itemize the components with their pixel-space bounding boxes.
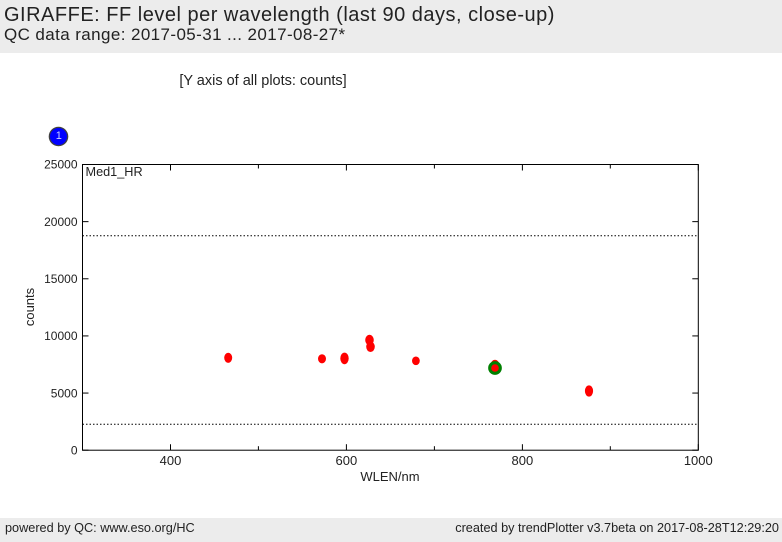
svg-text:WLEN/nm: WLEN/nm [360, 469, 419, 484]
svg-text:0: 0 [71, 444, 78, 458]
svg-text:5000: 5000 [51, 386, 78, 400]
svg-text:800: 800 [512, 453, 534, 468]
svg-text:600: 600 [336, 453, 358, 468]
svg-text:20000: 20000 [44, 215, 78, 229]
svg-text:10000: 10000 [44, 329, 78, 343]
svg-text:1000: 1000 [684, 453, 713, 468]
svg-text:Med1_HR: Med1_HR [86, 165, 143, 179]
svg-text:15000: 15000 [44, 272, 78, 286]
svg-text:counts: counts [22, 287, 37, 326]
svg-text:400: 400 [160, 453, 182, 468]
svg-text:25000: 25000 [44, 158, 78, 172]
